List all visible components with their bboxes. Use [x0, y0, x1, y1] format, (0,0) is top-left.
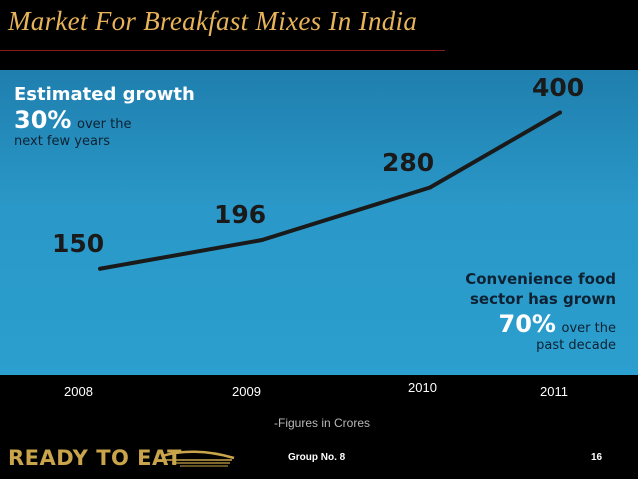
data-point-2011: [558, 110, 562, 115]
growth-suffix: over the: [77, 117, 132, 132]
conv-note-line2: sector has grown: [469, 290, 616, 308]
slide-title: Market For Breakfast Mixes In India: [8, 6, 418, 36]
chart-panel: Estimated growth 30% over the next few y…: [0, 70, 638, 375]
growth-note-heading: Estimated growth: [14, 84, 195, 105]
x-tick-2011: 2011: [540, 384, 568, 399]
data-label-2009: 196: [214, 200, 267, 229]
ready-to-eat-logo: READY TO EAT: [8, 446, 182, 470]
estimated-growth-note: Estimated growth 30% over the next few y…: [14, 84, 195, 149]
growth-note-line3: next few years: [14, 134, 111, 149]
data-label-2008: 150: [52, 228, 105, 258]
data-label-2011: 400: [532, 72, 585, 102]
data-label-2010: 280: [382, 147, 435, 177]
x-tick-2009: 2009: [232, 384, 261, 399]
convenience-food-note: Convenience food sector has grown 70% ov…: [450, 270, 616, 353]
conv-percent: 70%: [498, 310, 556, 338]
x-tick-2010: 2010: [408, 380, 437, 395]
growth-percent: 30%: [14, 106, 72, 134]
data-point-2010: [428, 185, 432, 190]
logo-swoosh-icon: [162, 450, 235, 467]
x-tick-2008: 2008: [64, 384, 93, 399]
conv-note-line3: 70% over the: [450, 310, 617, 338]
growth-series-line: [99, 110, 561, 271]
data-point-2008: [98, 266, 102, 271]
title-underline: [0, 50, 445, 51]
conv-note-line1: Convenience food: [465, 270, 616, 288]
conv-note-line4: past decade: [536, 338, 616, 353]
data-point-2009: [260, 238, 264, 242]
growth-line-chart: [98, 110, 562, 271]
conv-suffix: over the: [561, 321, 616, 336]
group-number: Group No. 8: [288, 452, 346, 463]
page-number: 16: [591, 452, 603, 463]
unit-note: -Figures in Crores: [274, 416, 371, 430]
growth-note-line2: 30% over the: [14, 106, 195, 134]
